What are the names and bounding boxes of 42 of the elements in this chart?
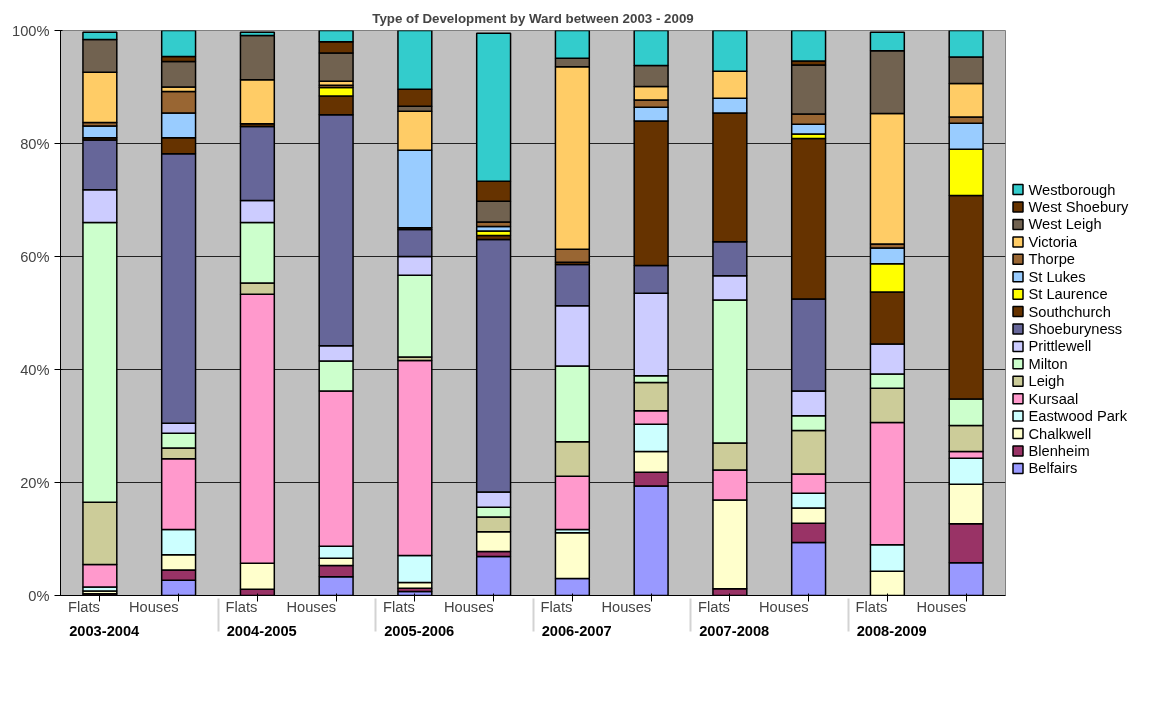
legend-label: West Leigh (1028, 216, 1102, 233)
legend-label: Blenheim (1028, 442, 1090, 459)
text: 2005-2006 (384, 622, 455, 639)
legend-label: Thorpe (1028, 251, 1075, 268)
legend-label: Prittlewell (1028, 338, 1092, 355)
text: 2007-2008 (699, 622, 770, 639)
x-tick-label: Houses (443, 598, 494, 615)
text: 2006-2007 (541, 622, 612, 639)
text: 2003-2004 (69, 622, 141, 639)
x-tick-label: Houses (128, 598, 179, 615)
x-tick-label: Flats (540, 598, 573, 615)
legend-label: Southchurch (1028, 303, 1111, 320)
text: 2004-2005 (226, 622, 297, 639)
legend-label: Kursaal (1028, 390, 1079, 407)
chart-title: Type of Development by Ward between 2003 - 2009 (372, 10, 694, 26)
x-tick-label: Houses (286, 598, 337, 615)
y-tick-label: 0% (28, 587, 50, 604)
legend-label: Chalkwell (1028, 425, 1092, 442)
legend-label: West Shoebury (1028, 199, 1130, 216)
legend-label: Victoria (1028, 233, 1078, 250)
y-tick-label: 20% (20, 474, 50, 491)
legend-label: Belfairs (1028, 460, 1078, 477)
x-tick-label: Flats (68, 598, 100, 615)
x-tick-label: Houses (916, 598, 967, 615)
legend-label: Leigh (1028, 373, 1065, 390)
x-tick-label: Flats (383, 598, 415, 615)
legend-label: St Laurence (1028, 286, 1108, 303)
legend-label: Westborough (1028, 181, 1116, 198)
text: 2008-2009 (856, 622, 927, 639)
legend-label: Milton (1028, 355, 1068, 372)
legend-label: Eastwood Park (1028, 408, 1128, 425)
x-tick-label: Flats (698, 598, 730, 615)
y-tick-label: 100% (12, 22, 50, 39)
x-tick-label: Houses (601, 598, 652, 615)
y-tick-label: 40% (20, 361, 50, 378)
legend-label: Shoeburyness (1028, 321, 1123, 337)
y-tick-label: 80% (20, 135, 50, 152)
y-tick-label: 60% (20, 248, 50, 265)
x-tick-label: Houses (758, 598, 809, 615)
legend-label: St Lukes (1028, 268, 1086, 285)
x-tick-label: Flats (225, 598, 258, 615)
x-tick-label: Flats (855, 598, 888, 615)
